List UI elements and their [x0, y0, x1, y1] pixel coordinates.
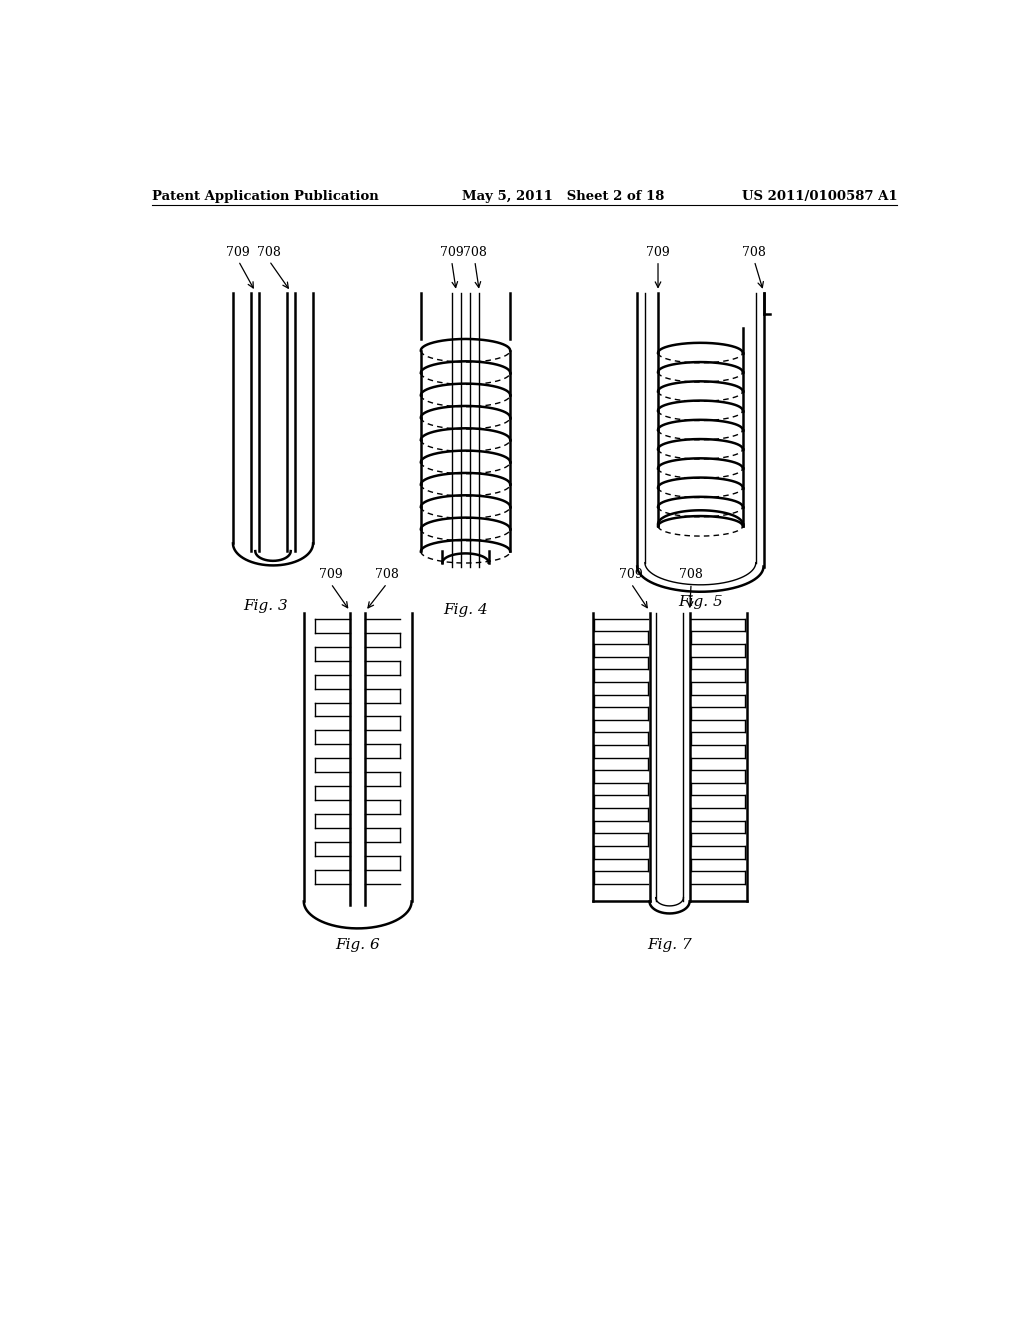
Text: Fig. 4: Fig. 4 — [443, 602, 487, 616]
Text: Fig. 5: Fig. 5 — [678, 595, 723, 609]
Text: Patent Application Publication: Patent Application Publication — [153, 190, 379, 203]
Text: 709: 709 — [318, 568, 343, 581]
Text: US 2011/0100587 A1: US 2011/0100587 A1 — [741, 190, 897, 203]
Text: 709: 709 — [226, 246, 250, 259]
Text: 709: 709 — [646, 246, 670, 259]
Text: Fig. 6: Fig. 6 — [335, 937, 380, 952]
Text: 708: 708 — [375, 568, 399, 581]
Text: 708: 708 — [257, 246, 282, 259]
Text: 708: 708 — [679, 568, 703, 581]
Text: Fig. 3: Fig. 3 — [243, 599, 288, 612]
Text: 709: 709 — [620, 568, 643, 581]
Text: Fig. 7: Fig. 7 — [647, 937, 692, 952]
Text: 708: 708 — [742, 246, 766, 259]
Text: 708: 708 — [463, 246, 486, 259]
Text: May 5, 2011   Sheet 2 of 18: May 5, 2011 Sheet 2 of 18 — [462, 190, 664, 203]
Text: 709: 709 — [439, 246, 464, 259]
